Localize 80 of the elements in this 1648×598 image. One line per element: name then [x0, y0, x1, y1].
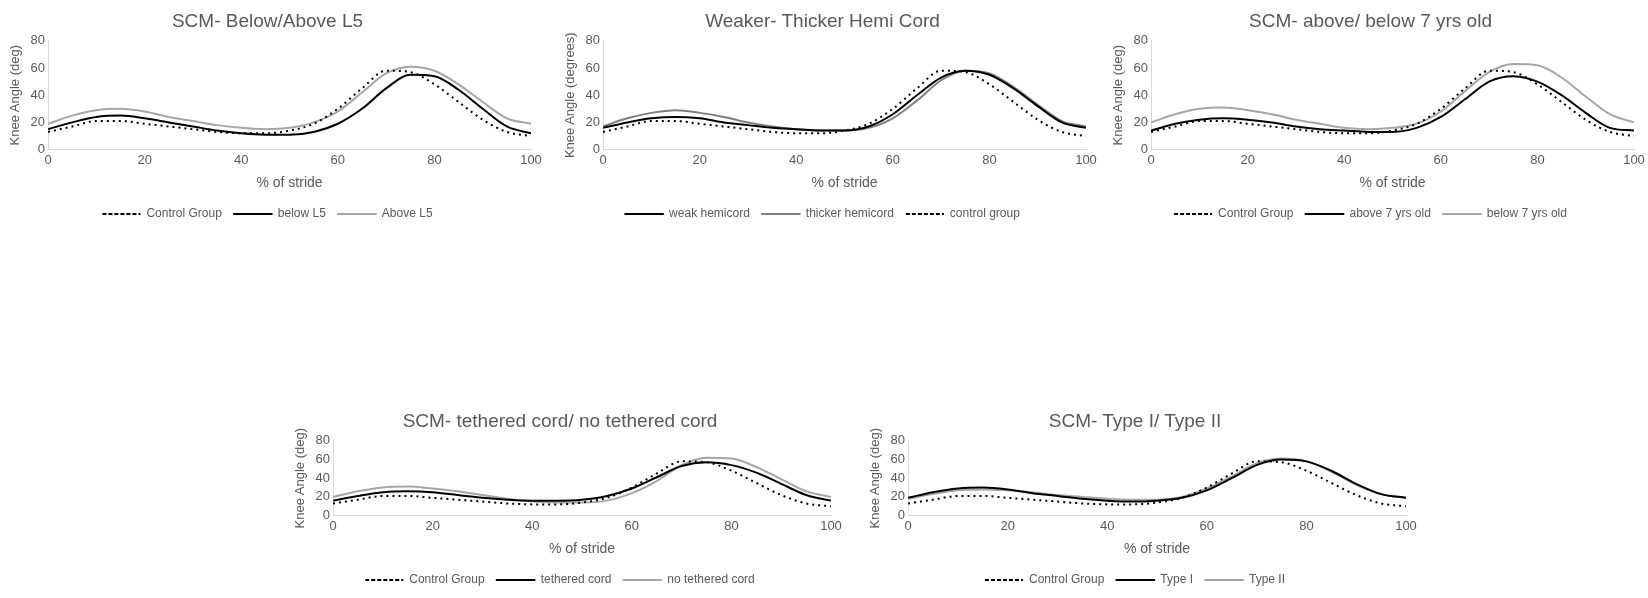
y-axis-title: Knee Angle (deg) — [1110, 44, 1126, 146]
x-tick-label: 100 — [520, 151, 542, 167]
legend-label: Control Group — [1028, 572, 1105, 587]
y-axis-title: Knee Angle (deg) — [7, 44, 23, 146]
x-tick-label: 20 — [137, 151, 152, 167]
x-tick-label: 20 — [1000, 517, 1015, 533]
y-tick-label: 20 — [30, 113, 46, 129]
legend-label: Control Group — [409, 572, 485, 587]
y-tick-label: 60 — [1133, 59, 1149, 75]
y-tick-label: 20 — [585, 113, 601, 129]
legend-label: weak hemicord — [668, 206, 750, 221]
x-tick-label: 100 — [1623, 151, 1645, 167]
y-tick-label: 20 — [1133, 113, 1149, 129]
x-tick-label: 80 — [427, 151, 442, 167]
x-tick-label: 100 — [820, 517, 842, 533]
y-tick-label: 60 — [315, 451, 331, 467]
x-axis-title: % of stride — [1123, 540, 1191, 557]
x-tick-label: 20 — [692, 151, 707, 167]
x-axis-title: % of stride — [256, 174, 323, 191]
x-axis-title: % of stride — [811, 174, 878, 191]
legend-label: thicker hemicord — [805, 206, 894, 221]
x-tick-label: 80 — [724, 517, 739, 533]
x-tick-label: 80 — [1299, 517, 1314, 533]
x-tick-label: 100 — [1395, 517, 1417, 533]
y-tick-label: 60 — [30, 59, 46, 75]
y-axis-title: Knee Angle (deg) — [292, 427, 308, 529]
x-axis-title: % of stride — [1359, 174, 1426, 191]
y-tick-label: 20 — [890, 488, 906, 504]
y-tick-label: 0 — [592, 141, 601, 157]
x-tick-label: 80 — [982, 151, 997, 167]
chart-title: SCM- Below/Above L5 — [171, 9, 364, 31]
x-tick-label: 20 — [1240, 151, 1255, 167]
legend-label: Control Group — [1218, 206, 1294, 221]
y-tick-label: 80 — [315, 432, 331, 448]
y-tick-label: 20 — [315, 488, 331, 504]
legend-label: no tethered cord — [667, 572, 755, 587]
y-tick-label: 0 — [897, 507, 906, 523]
y-tick-label: 80 — [30, 32, 46, 48]
y-tick-label: 40 — [315, 469, 331, 485]
y-tick-label: 40 — [585, 86, 601, 102]
y-tick-label: 80 — [1133, 32, 1149, 48]
y-tick-label: 40 — [890, 469, 906, 485]
x-tick-label: 40 — [789, 151, 804, 167]
y-tick-label: 0 — [37, 141, 46, 157]
x-tick-label: 40 — [1337, 151, 1352, 167]
y-tick-label: 0 — [1140, 141, 1149, 157]
y-tick-label: 80 — [585, 32, 601, 48]
chart-title: SCM- above/ below 7 yrs old — [1249, 9, 1492, 31]
legend-label: Type I — [1160, 572, 1194, 587]
legend-label: below 7 yrs old — [1486, 206, 1567, 221]
chart-title: SCM- tethered cord/ no tethered cord — [402, 409, 718, 431]
y-tick-label: 80 — [890, 432, 906, 448]
y-tick-label: 0 — [322, 507, 331, 523]
x-axis-title: % of stride — [548, 540, 616, 557]
legend-label: above 7 yrs old — [1349, 206, 1431, 221]
chart-title: Weaker- Thicker Hemi Cord — [705, 9, 940, 31]
x-tick-label: 60 — [1433, 151, 1449, 167]
x-tick-label: 100 — [1075, 151, 1097, 167]
legend-label: Type II — [1249, 572, 1286, 587]
legend-label: Above L5 — [381, 206, 433, 221]
x-tick-label: 40 — [234, 151, 249, 167]
y-tick-label: 40 — [30, 86, 46, 102]
legend-label: tethered cord — [540, 572, 612, 587]
x-tick-label: 60 — [330, 151, 346, 167]
chart-title: SCM- Type I/ Type II — [1048, 409, 1222, 431]
x-tick-label: 60 — [1199, 517, 1215, 533]
y-axis-title: Knee Angle (deg) — [867, 427, 883, 529]
legend-label: Control Group — [146, 206, 223, 221]
x-tick-label: 80 — [1530, 151, 1545, 167]
y-axis-title: Knee Angle (degrees) — [562, 32, 578, 159]
y-tick-label: 60 — [585, 59, 601, 75]
line-series — [1151, 62, 1634, 131]
x-tick-label: 40 — [1100, 517, 1115, 533]
x-tick-label: 20 — [425, 517, 440, 533]
x-tick-label: 60 — [624, 517, 640, 533]
legend-label: control group — [949, 206, 1021, 221]
y-tick-label: 60 — [890, 451, 906, 467]
x-tick-label: 40 — [525, 517, 540, 533]
y-tick-label: 40 — [1133, 86, 1149, 102]
legend-label: below L5 — [277, 206, 327, 221]
